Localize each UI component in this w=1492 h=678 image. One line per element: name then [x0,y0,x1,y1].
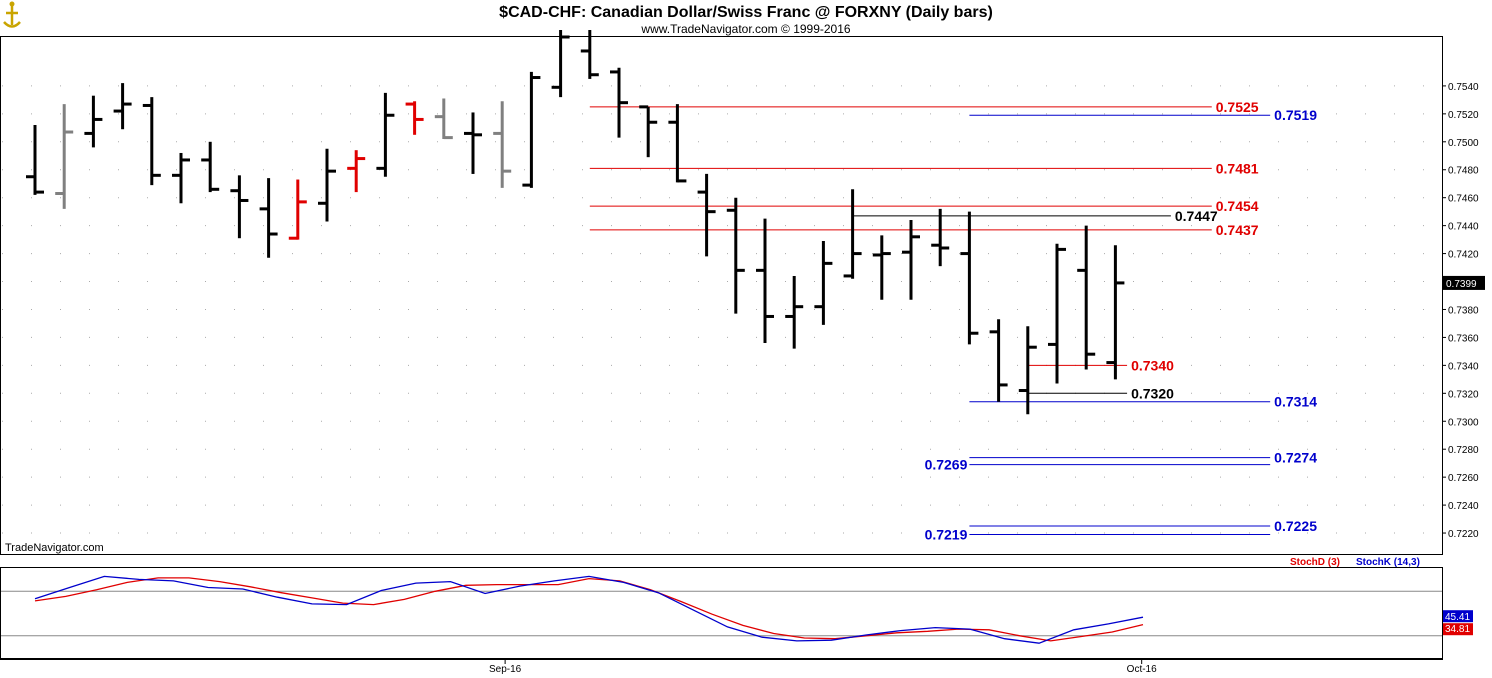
ohlc-bar [464,112,482,174]
indicator-panel-border [0,567,1443,659]
ohlc-bar [230,175,249,239]
ohlc-bar [551,30,570,98]
ohlc-bar [259,178,278,258]
price-bars [26,30,1125,415]
time-axis: Sep-16 Oct-16 [489,659,1157,675]
ohlc-bar [288,179,307,240]
ohlc-bar [1106,245,1125,380]
ohlc-bar [493,101,512,188]
anchor-icon [3,1,21,28]
ohlc-bar [201,141,220,193]
ohlc-bar [785,275,804,349]
ohlc-bar [697,173,716,257]
chart-title: $CAD-CHF: Canadian Dollar/Swiss Franc @ … [499,4,993,21]
watermark: TradeNavigator.com [5,542,104,554]
price-tick-label: 0.7500 [1448,138,1479,149]
price-tick-label: 0.7540 [1448,82,1479,93]
price-tick-label: 0.7240 [1448,501,1479,512]
ohlc-bar [376,92,395,177]
price-axis: 0.7220 0.7240 0.7260 0.7280 0.7300 0.7320 0.73… [1442,82,1485,540]
ohlc-bar [1018,326,1037,415]
price-tick-label: 0.7420 [1448,250,1479,261]
ohlc-bar [405,101,424,135]
ohlc-bar [668,104,687,183]
ohlc-bar [580,30,599,79]
price-tick-label: 0.7320 [1448,389,1479,400]
stochd-value-box [1443,623,1473,636]
ohlc-bar [726,197,745,314]
ohlc-bar [989,319,1008,402]
ohlc-bar [1048,243,1066,384]
ohlc-bar [843,189,862,279]
ohlc-bar [814,241,833,325]
grid [2,85,1440,534]
price-tick-label: 0.7280 [1448,445,1479,456]
price-tick-label: 0.7340 [1448,361,1479,372]
chart-subtitle: www.TradeNavigator.com © 1999-2016 [640,22,850,36]
price-tick-label: 0.7440 [1448,222,1479,233]
level-label: 0.7447 [1175,208,1218,224]
ohlc-bar [113,83,132,130]
level-label: 0.7269 [925,457,968,473]
ohlc-bar [142,97,161,186]
last-price-box [1443,275,1485,290]
ohlc-bar [960,211,979,345]
legend-stochd: StochD (3) [1290,557,1340,568]
stochk-value-box [1443,610,1473,623]
last-price-label: 0.7399 [1446,279,1477,290]
price-panel-border [0,36,1443,555]
level-label: 0.7274 [1274,450,1317,466]
price-tick-label: 0.7220 [1448,529,1479,540]
price-tick-label: 0.7380 [1448,305,1479,316]
ohlc-bar [639,105,658,158]
ohlc-bar [756,218,774,344]
level-label: 0.7219 [925,526,968,542]
price-tick-label: 0.7260 [1448,473,1479,484]
ohlc-bar [931,208,950,267]
time-tick-label: Sep-16 [489,664,522,675]
ohlc-bar [347,150,366,193]
level-label: 0.7454 [1216,198,1259,214]
legend-stochk: StochK (14,3) [1356,557,1420,568]
price-tick-label: 0.7360 [1448,333,1479,344]
ohlc-bar [610,67,628,138]
ohlc-bar [55,104,74,209]
price-tick-label: 0.7300 [1448,417,1479,428]
ohlc-bar [172,152,190,204]
ohlc-bar [318,148,336,222]
level-label: 0.7340 [1131,357,1174,373]
price-tick-label: 0.7480 [1448,166,1479,177]
level-label: 0.7519 [1274,107,1317,123]
level-label: 0.7314 [1274,394,1317,410]
level-label: 0.7525 [1216,99,1259,115]
ohlc-bar [84,95,103,148]
ohlc-bar [1077,225,1096,370]
ohlc-bar [872,235,891,300]
price-tick-label: 0.7460 [1448,194,1479,205]
stochk-value-label: 45.41 [1445,612,1470,623]
ohlc-bar [902,220,920,300]
level-label: 0.7225 [1274,518,1317,534]
time-tick-label: Oct-16 [1127,664,1157,675]
price-tick-label: 0.7520 [1448,110,1479,121]
level-label: 0.7320 [1131,385,1174,401]
stochd-value-label: 34.81 [1445,624,1470,635]
ohlc-bar [26,125,44,195]
stoch-series-line [34,575,1144,644]
level-label: 0.7481 [1216,160,1259,176]
ohlc-bar [434,98,453,140]
ohlc-bar [522,71,541,188]
level-label: 0.7437 [1216,222,1259,238]
